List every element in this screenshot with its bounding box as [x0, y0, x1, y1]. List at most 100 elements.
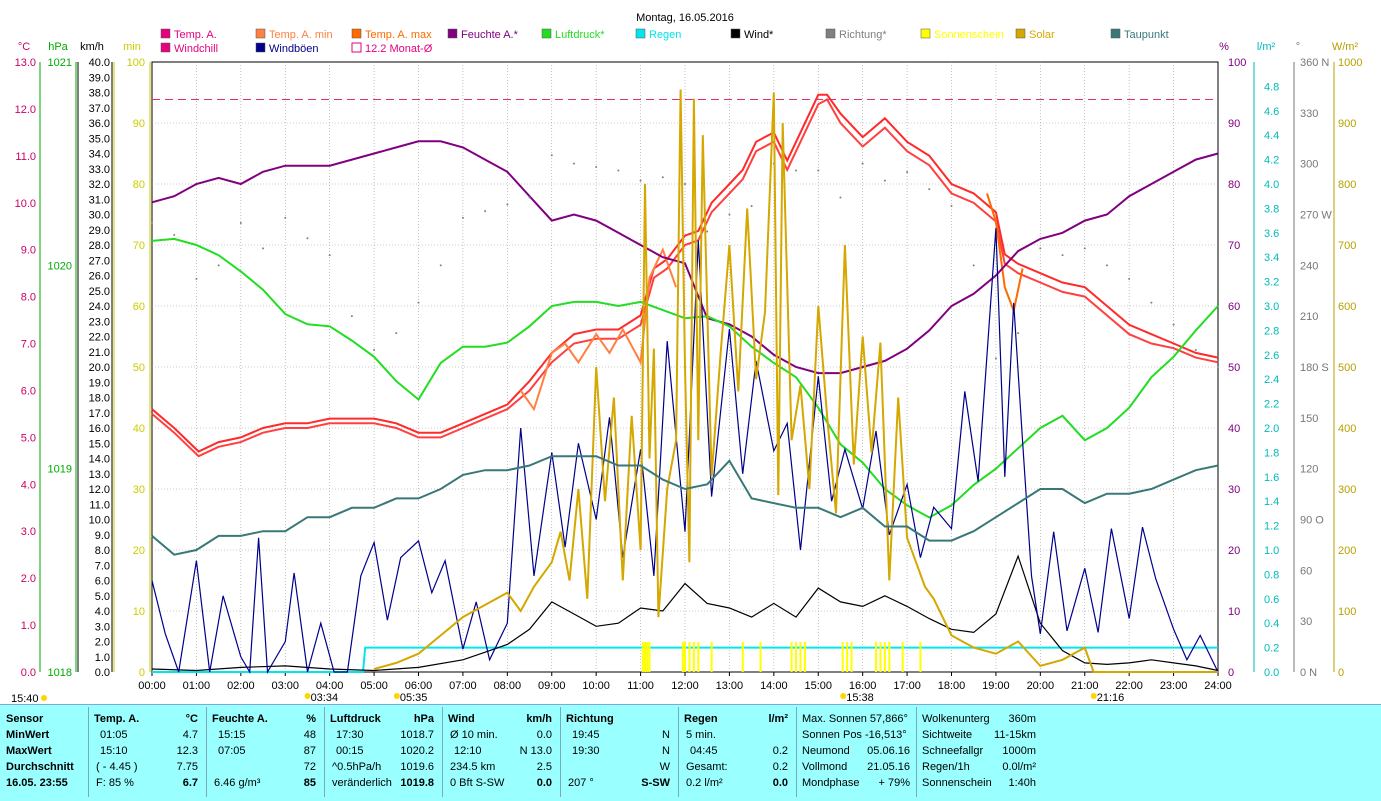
axis-tick-lm2: 3.6 — [1264, 228, 1279, 240]
direction-point — [684, 183, 686, 185]
direction-point — [572, 162, 575, 165]
square-icon — [1110, 28, 1121, 39]
axis-tick-degC: 8.0 — [21, 292, 36, 304]
sunrise-icon — [304, 693, 311, 699]
x-tick-label: 05:00 — [360, 680, 388, 692]
axis-tick-lm2: 4.6 — [1264, 106, 1279, 118]
axis-tick-lm2: 3.8 — [1264, 203, 1279, 215]
axis-tick-kmh: 25.0 — [89, 286, 110, 298]
axis-tick-kmh: 29.0 — [89, 225, 110, 237]
legend-label: Wind* — [744, 29, 774, 41]
cursor-time: 15:40 — [11, 693, 39, 704]
direction-point — [1105, 264, 1108, 267]
direction-point — [1172, 323, 1175, 326]
stat-full-moon-date: 21.05.16 — [867, 761, 910, 773]
stat-temp-current-note: F: 85 % — [96, 777, 134, 789]
sun-icon — [393, 693, 400, 699]
axis-tick-min: 100 — [127, 57, 145, 69]
series-line-temp-a-max — [986, 193, 1024, 315]
axis-tick-wm2: 400 — [1338, 423, 1356, 435]
axis-tick-kmh: 16.0 — [89, 423, 110, 435]
direction-point — [883, 179, 886, 182]
axis-tick-hPa: 1018 — [48, 667, 72, 679]
axis-tick-degC: 4.0 — [21, 479, 36, 491]
stat-pressure-unit: hPa — [413, 713, 434, 725]
stat-humidity-unit: % — [306, 713, 316, 725]
stat-visibility-label: Sichtweite — [922, 729, 973, 741]
stat-temp-max-time: 15:10 — [100, 745, 128, 757]
axis-tick-min: 50 — [133, 362, 145, 374]
x-tick-label: 10:00 — [582, 680, 610, 692]
axis-tick-lm2: 4.8 — [1264, 81, 1279, 93]
stat-wind-avg-value: 2.5 — [536, 761, 552, 773]
series-line-windb-en — [151, 228, 1219, 674]
axis-tick-kmh: 0.0 — [95, 667, 110, 679]
stat-current-timestamp: 16.05. 23:55 — [6, 777, 68, 789]
axis-tick-kmh: 18.0 — [89, 393, 110, 405]
stat-pressure-max-value: 1020.2 — [400, 745, 434, 757]
axis-tick-pct: 30 — [1228, 484, 1240, 496]
stat-wind-header: Wind — [448, 713, 475, 725]
axis-tick-kmh: 2.0 — [95, 637, 110, 649]
legend-label: Luftdruck* — [555, 29, 605, 41]
stat-temp-max-value: 12.3 — [176, 745, 198, 757]
axis-tick-deg: 330 — [1300, 108, 1318, 120]
axis-tick-kmh: 10.0 — [89, 515, 110, 527]
axis-tick-kmh: 17.0 — [89, 408, 110, 420]
direction-point — [817, 169, 820, 172]
axis-tick-kmh: 14.0 — [89, 454, 110, 466]
direction-point — [550, 154, 553, 157]
axis-tick-kmh: 12.0 — [89, 484, 110, 496]
direction-point — [1217, 366, 1219, 368]
axis-tick-kmh: 24.0 — [89, 301, 110, 313]
annotation-time: 05:35 — [400, 692, 428, 704]
stat-pressure-current-value: 1019.8 — [400, 777, 434, 789]
stat-new-moon-date: 05.06.16 — [867, 745, 910, 757]
stat-cloud-base-value: 360m — [1008, 713, 1036, 725]
axis-tick-deg: 360 N — [1300, 57, 1329, 69]
direction-point — [395, 332, 398, 335]
axis-tick-degC: 6.0 — [21, 385, 36, 397]
axis-tick-kmh: 19.0 — [89, 377, 110, 389]
axis-tick-hPa: 1020 — [48, 260, 72, 272]
x-tick-label: 22:00 — [1115, 680, 1143, 692]
stat-humidity-current-note: 6.46 g/m³ — [214, 777, 261, 789]
direction-point — [506, 203, 509, 206]
stats-col-sensor: Sensor MinWert MaxWert Durchschnitt 16.0… — [0, 707, 89, 797]
axis-tick-degC: 0.0 — [21, 667, 36, 679]
direction-point — [706, 230, 709, 233]
stats-col-sun-moon: Max. Sonnen 57,866° Sonnen Pos -16,513° … — [796, 707, 917, 797]
square-icon — [255, 28, 266, 39]
stat-direction-min-value: N — [662, 729, 670, 741]
axis-tick-deg: 240 — [1300, 260, 1318, 272]
stat-wind-beaufort: 0 Bft S-SW — [450, 777, 505, 789]
axis-tick-pct: 100 — [1228, 57, 1246, 69]
direction-point — [373, 349, 376, 352]
direction-point — [839, 196, 842, 199]
axis-tick-kmh: 35.0 — [89, 133, 110, 145]
series-line-taupunkt — [151, 455, 1219, 556]
axis-tick-deg: 150 — [1300, 413, 1318, 425]
stat-direction-max-value: N — [662, 745, 670, 757]
x-tick-label: 02:00 — [227, 680, 255, 692]
axis-tick-deg: 0 N — [1300, 667, 1317, 679]
axis-tick-pct: 10 — [1228, 606, 1240, 618]
axis-tick-lm2: 1.8 — [1264, 447, 1279, 459]
direction-point — [795, 169, 798, 172]
stat-temp-current-value: 6.7 — [182, 777, 198, 789]
axis-tick-kmh: 9.0 — [95, 530, 110, 542]
direction-point — [217, 264, 220, 267]
square-icon — [920, 28, 931, 39]
legend-label: 12.2 Monat-Ø — [365, 43, 433, 55]
stat-humidity-current-value: 85 — [303, 777, 316, 789]
direction-point — [728, 213, 731, 216]
stat-direction-header: Richtung — [566, 713, 614, 725]
square-icon — [541, 28, 552, 39]
direction-point — [1017, 332, 1020, 335]
stat-rain-total-label: Gesamt: — [686, 761, 728, 773]
sunset-icon — [1090, 693, 1097, 699]
axis-tick-kmh: 26.0 — [89, 271, 110, 283]
x-tick-label: 21:00 — [1071, 680, 1099, 692]
axis-tick-min: 20 — [133, 545, 145, 557]
